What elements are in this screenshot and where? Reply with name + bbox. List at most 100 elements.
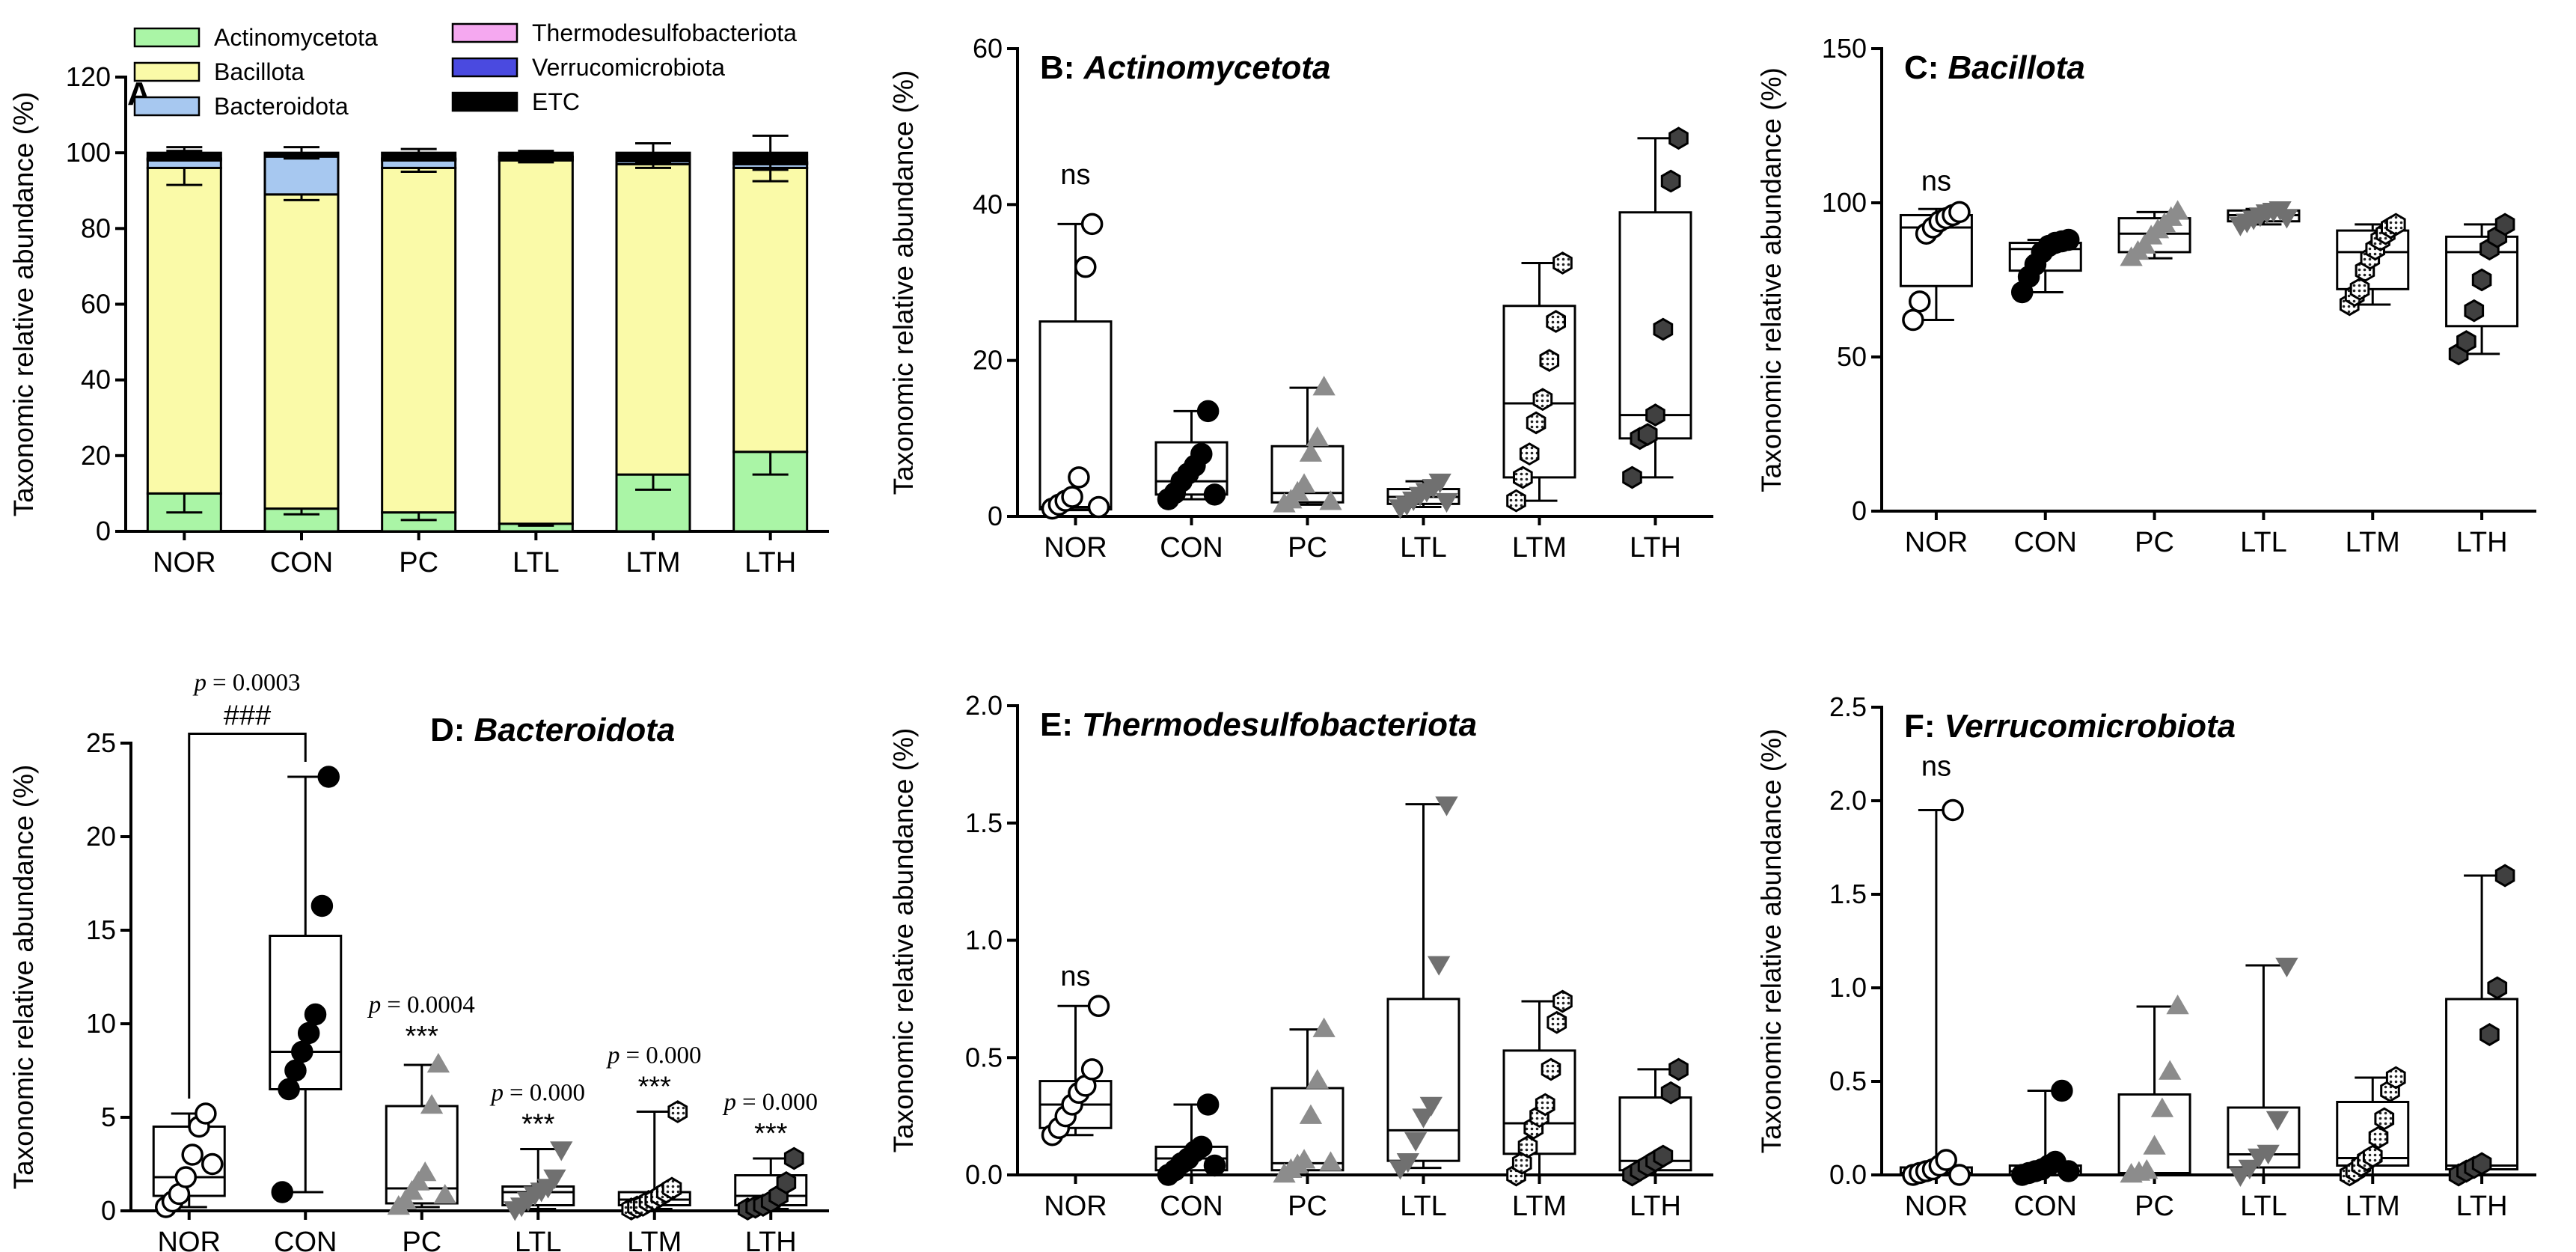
- bar-segment: [381, 159, 457, 169]
- bar-segment: [146, 166, 222, 495]
- comparison-bracket: [188, 733, 307, 1099]
- data-point: [1427, 956, 1451, 976]
- y-tick-label: 1.5: [1829, 879, 1867, 909]
- panel-e: 0.0 0.5 1.0 1.5 2.0 NOR CON PC LTL LTM LTH Taxonomi…: [888, 690, 1713, 1222]
- legend: Actinomycetota Bacillota Bacteroidota Therm…: [133, 19, 797, 120]
- y-tick-label: 25: [86, 727, 116, 758]
- x-tick-label: LTL: [513, 547, 560, 578]
- y-tick-label: 0.0: [1829, 1159, 1867, 1190]
- data-point: [1668, 126, 1689, 150]
- data-point: [284, 1059, 307, 1082]
- data-point: [2058, 1160, 2080, 1182]
- panel-d: 0 5 10 15 20 25 NOR CON PC LTL LTM LTH Taxonomic rel…: [8, 670, 829, 1252]
- x-tick-label: LTH: [744, 547, 796, 578]
- legend-swatch: [133, 96, 201, 117]
- panel-letter: E:: [1040, 706, 1073, 743]
- data-point: [304, 1003, 327, 1026]
- data-point: [2368, 1126, 2389, 1149]
- data-point: [2166, 995, 2189, 1015]
- x-tick-label: PC: [402, 1227, 441, 1252]
- panel-taxon: Bacteroidota: [474, 712, 675, 748]
- panel-taxon: Thermodesulfobacteriota: [1082, 706, 1477, 743]
- p-symbol: p: [606, 1042, 620, 1069]
- x-tick-label: LTM: [2346, 1191, 2400, 1222]
- significance-label: ***: [406, 1021, 439, 1052]
- data-point: [2385, 213, 2406, 236]
- p-value: = 0.0004: [387, 992, 475, 1019]
- y-tick-label: 100: [1822, 187, 1867, 218]
- x-tick-label: CON: [2014, 1191, 2077, 1222]
- data-point: [1511, 1151, 1532, 1175]
- y-axis-title: Taxonomic relative abundance (%): [1756, 729, 1787, 1154]
- data-point: [310, 894, 334, 917]
- data-point: [1653, 317, 1674, 341]
- data-point: [2143, 1135, 2166, 1155]
- y-axis-title: Taxonomic relative abundance (%): [888, 70, 919, 495]
- iqr-box: [1618, 1096, 1692, 1172]
- x-tick-label: LTM: [1512, 532, 1567, 564]
- data-point: [2257, 1144, 2280, 1164]
- y-tick-label: 2.0: [965, 690, 1003, 721]
- x-tick-label: PC: [2135, 1191, 2174, 1222]
- x-tick-label: PC: [399, 547, 438, 578]
- data-point: [2471, 1152, 2492, 1176]
- data-point: [1935, 1149, 1957, 1171]
- data-point: [426, 1053, 450, 1073]
- panel-taxon: Actinomycetota: [1083, 49, 1330, 86]
- data-point: [1087, 495, 1110, 519]
- data-point: [291, 1040, 313, 1063]
- y-tick-label: 0.5: [1829, 1066, 1867, 1096]
- significance-label: ns: [1060, 159, 1090, 191]
- data-point: [1435, 492, 1458, 513]
- bracket-p-value: p = 0.0003: [192, 670, 300, 697]
- y-axis-title: Taxonomic relative abundance (%): [8, 92, 39, 517]
- x-tick-label: LTL: [515, 1227, 562, 1252]
- p-symbol: p: [489, 1080, 504, 1107]
- x-tick-label: LTL: [2240, 1191, 2287, 1222]
- x-tick-label: LTM: [1512, 1191, 1567, 1222]
- data-point: [1428, 473, 1451, 494]
- data-point: [783, 1146, 804, 1170]
- data-point: [1087, 995, 1110, 1018]
- data-point: [776, 1171, 797, 1194]
- data-point: [2166, 200, 2189, 220]
- panel-taxon: Bacillota: [1948, 49, 2084, 86]
- data-point: [1312, 1017, 1336, 1037]
- data-point: [1419, 1096, 1443, 1117]
- x-tick-label: LTL: [1400, 532, 1447, 564]
- y-tick-label: 0: [988, 501, 1003, 531]
- significance-label: ns: [1060, 961, 1090, 992]
- data-point: [1546, 310, 1566, 333]
- data-point: [2238, 1159, 2261, 1179]
- y-tick-label: 5: [101, 1102, 116, 1132]
- y-axis-title: Taxonomic relative abundance (%): [1756, 67, 1787, 492]
- data-point: [1506, 489, 1526, 513]
- data-point: [1535, 1093, 1555, 1117]
- panel-title: B: Actinomycetota: [1040, 49, 1331, 86]
- y-tick-label: 0.0: [965, 1159, 1003, 1190]
- p-value: = 0.000: [742, 1089, 818, 1116]
- significance-label: ns: [1921, 165, 1951, 197]
- data-point: [1074, 255, 1097, 278]
- x-tick-label: NOR: [1044, 1191, 1107, 1222]
- data-point: [1306, 426, 1329, 447]
- bar-segment: [263, 155, 340, 196]
- y-tick-label: 2.5: [1829, 691, 1867, 722]
- data-point: [2385, 1066, 2406, 1090]
- legend-label: Actinomycetota: [214, 24, 378, 51]
- p-value: = 0.000: [625, 1042, 701, 1069]
- iqr-box: [2445, 998, 2519, 1170]
- y-tick-label: 40: [973, 189, 1003, 219]
- data-point: [1660, 169, 1681, 193]
- data-point: [2058, 228, 2080, 251]
- data-point: [661, 1176, 682, 1200]
- significance-label: ***: [754, 1118, 788, 1149]
- data-point: [1299, 442, 1323, 462]
- data-point: [1517, 1135, 1538, 1158]
- legend-swatch: [451, 22, 518, 43]
- x-tick-label: LTL: [1400, 1191, 1447, 1222]
- data-point: [1203, 483, 1226, 506]
- panel-c: 0 50 100 150 NOR CON PC LTL LTM LTH Taxonomic rela…: [1756, 33, 2536, 558]
- x-tick-label: CON: [1160, 1191, 1223, 1222]
- y-tick-label: 20: [81, 440, 111, 471]
